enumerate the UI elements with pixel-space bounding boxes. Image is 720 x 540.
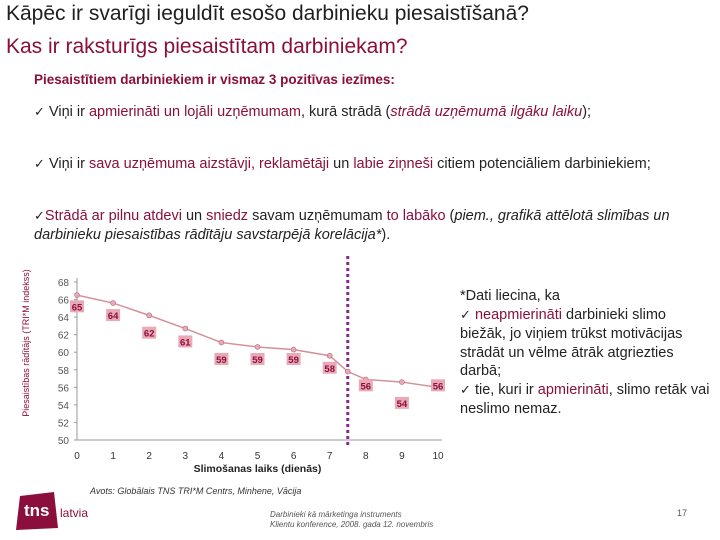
- x-tick-label: 4: [219, 451, 225, 462]
- trend-point: [399, 379, 405, 385]
- data-label: 56: [433, 381, 444, 392]
- bullet-full-effort: ✓Strādā ar pilnu atdevi un sniedz savam …: [34, 208, 670, 243]
- x-tick-label: 3: [183, 451, 189, 462]
- logo-text: tns: [24, 501, 50, 520]
- x-tick-label: 9: [399, 451, 405, 462]
- data-label: 62: [144, 329, 155, 340]
- slide-subtitle: Kas ir raksturīgs piesaistītam darbiniek…: [6, 35, 408, 58]
- trend-line: [76, 294, 439, 389]
- trend-point: [254, 344, 261, 350]
- data-label-box: [70, 300, 84, 313]
- data-label-box: [142, 326, 157, 339]
- slide-title: Kāpēc ir svarīgi ieguldīt esošo darbinie…: [6, 2, 529, 25]
- logo-shape: [16, 492, 58, 530]
- x-tick-label: 5: [255, 451, 261, 462]
- y-tick-label: 62: [58, 331, 70, 342]
- y-axis-title: Piesaistības rādītājs (TRI*M indekss): [21, 269, 31, 417]
- data-label: 64: [108, 311, 119, 322]
- data-label-box: [358, 379, 373, 392]
- logo-country: latvia: [60, 506, 89, 520]
- trend-point: [290, 346, 297, 353]
- checkmark-icon: ✓: [460, 307, 471, 323]
- data-label: 54: [397, 399, 408, 410]
- data-label: 65: [72, 302, 83, 313]
- y-tick-label: 54: [58, 401, 70, 412]
- data-label-box: [431, 379, 445, 392]
- y-tick-label: 60: [58, 348, 70, 359]
- y-tick-label: 64: [58, 313, 70, 324]
- data-label: 59: [288, 355, 299, 366]
- x-axis-title: Slimošanas laiks (dienās): [194, 463, 322, 475]
- checkmark-icon: ✓: [460, 382, 471, 398]
- data-label: 58: [324, 364, 335, 375]
- y-tick-label: 58: [58, 366, 70, 377]
- y-tick-label: 52: [58, 418, 70, 429]
- x-tick-label: 8: [363, 451, 369, 462]
- y-tick-label: 66: [58, 296, 70, 307]
- x-tick-label: 0: [74, 451, 80, 462]
- note-item-satisfied: ✓ tie, kuri ir apmierināti, slimo retāk …: [460, 381, 710, 418]
- note-intro: *Dati liecina, ka: [460, 288, 560, 304]
- tns-latvia-logo: tns latvia: [6, 488, 96, 534]
- trend-point: [344, 368, 351, 375]
- y-tick-label: 56: [58, 383, 70, 394]
- data-label: 59: [216, 355, 227, 366]
- checkmark-icon: ✓: [34, 105, 45, 120]
- x-tick-label: 2: [146, 451, 152, 462]
- x-tick-label: 7: [327, 451, 333, 462]
- trend-point: [362, 376, 369, 383]
- source-note: Avots: Globālais TNS TRI*M Centrs, Minhe…: [90, 486, 302, 496]
- checkmark-icon: ✓: [34, 209, 45, 224]
- trend-point: [218, 339, 225, 346]
- note-item-unsatisfied: ✓ neapmierināti darbinieki slimo biežāk,…: [460, 306, 683, 380]
- data-label-box: [322, 361, 337, 374]
- x-tick-label: 1: [110, 451, 116, 462]
- bullet-advocates: ✓ Viņi ir sava uzņēmuma aizstāvji, rekla…: [34, 156, 651, 172]
- trend-point: [146, 312, 152, 319]
- data-label-box: [394, 396, 409, 409]
- data-label: 56: [361, 381, 372, 392]
- trend-point: [110, 300, 116, 306]
- intro-text: Piesaistītiem darbiniekiem ir vismaz 3 p…: [34, 72, 395, 87]
- data-label-box: [286, 353, 301, 365]
- x-tick-label: 6: [291, 451, 297, 462]
- data-label: 61: [180, 337, 191, 348]
- trend-point: [435, 384, 441, 391]
- data-label-box: [250, 353, 265, 365]
- data-label-box: [214, 353, 229, 365]
- trend-point: [182, 325, 189, 332]
- page-number: 17: [677, 508, 688, 518]
- data-label: 59: [252, 355, 263, 366]
- data-label-box: [178, 335, 193, 348]
- y-tick-label: 50: [58, 436, 70, 447]
- data-label-box: [106, 309, 121, 322]
- x-tick-label: 10: [432, 451, 444, 462]
- footer-text: Darbinieki kā mārketinga instruments Kli…: [270, 510, 434, 529]
- checkmark-icon: ✓: [34, 157, 45, 172]
- data-note: *Dati liecina, ka ✓ neapmierināti darbin…: [460, 287, 710, 419]
- bullet-satisfied-loyal: ✓ Viņi ir apmierināti un lojāli uzņēmuma…: [34, 104, 592, 120]
- trend-point: [74, 292, 80, 298]
- trend-point: [326, 352, 333, 359]
- y-tick-label: 68: [58, 278, 70, 289]
